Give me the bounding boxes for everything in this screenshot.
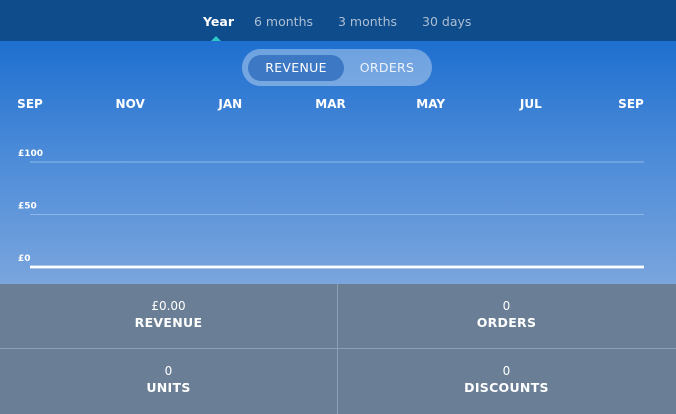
revenue-chart: SEP NOV JAN MAR MAY JUL SEP £100 £50 £0 [17,97,644,269]
x-tick-label: MAR [315,97,345,111]
chart-panel: REVENUE ORDERS SEP NOV JAN MAR MAY JUL SEP £100… [0,41,676,284]
x-tick-label: SEP [618,97,644,111]
x-tick-label: JAN [217,97,242,111]
revenue-label: REVENUE [134,315,203,330]
stats-divider-horizontal [0,348,676,349]
stat-units: 0 UNITS [0,349,337,397]
orders-value: 0 [502,299,511,313]
orders-label: ORDERS [476,315,537,330]
y-tick-label: £0 [18,254,31,264]
tab-30-days[interactable]: 30 days [422,14,472,29]
x-tick-label: SEP [17,97,43,111]
tab-6-months[interactable]: 6 months [254,14,314,29]
discounts-label: DISCOUNTS [464,380,549,395]
revenue-value: £0.00 [151,299,186,313]
x-tick-label: NOV [116,97,146,111]
metric-toggle: REVENUE ORDERS [242,49,432,86]
stat-revenue: £0.00 REVENUE [0,284,337,332]
revenue-toggle-button[interactable]: REVENUE [248,55,344,81]
x-tick-label: MAY [416,97,445,111]
stat-discounts: 0 DISCOUNTS [338,349,675,397]
units-value: 0 [164,364,173,378]
tab-year[interactable]: Year [203,14,234,29]
active-tab-indicator [211,36,221,41]
discounts-value: 0 [502,364,511,378]
tab-3-months[interactable]: 3 months [338,14,398,29]
orders-toggle-button[interactable]: ORDERS [359,60,415,75]
y-tick-label: £100 [18,149,43,159]
x-tick-label: JUL [519,97,542,111]
period-tabs: Year 6 months 3 months 30 days [0,0,676,41]
stats-grid: £0.00 REVENUE 0 ORDERS 0 UNITS 0 DISCOUN… [0,284,676,414]
units-label: UNITS [146,380,191,395]
stat-orders: 0 ORDERS [338,284,675,332]
y-tick-label: £50 [18,202,37,212]
stats-divider-vertical [337,284,338,414]
